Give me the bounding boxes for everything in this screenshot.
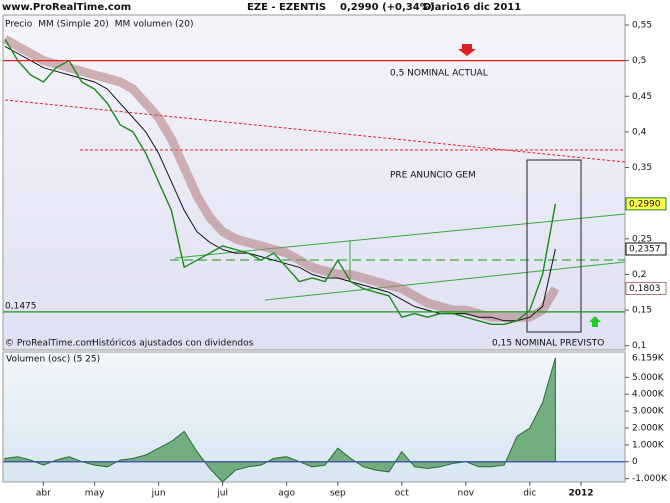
annotation: 0,5 NOMINAL ACTUAL (390, 69, 488, 79)
y-tick-label: 1.000K (632, 440, 665, 450)
series-line (4, 45, 556, 322)
x-tick-label: nov (458, 489, 475, 499)
y-tick-label: 0,4 (632, 127, 647, 137)
x-tick-label: jun (151, 489, 166, 499)
date: 16 dic 2011 (456, 2, 521, 13)
x-tick-label: jul (216, 489, 228, 499)
y-tick-label: 0 (632, 457, 638, 467)
last-value-label: 0,2357 (629, 245, 661, 255)
legend-entry: Precio (5, 20, 33, 30)
footer-note: Históricos ajustados con dividendos (92, 338, 254, 349)
y-tick-label: 2.000K (632, 423, 665, 433)
x-tick-label: dic (523, 489, 536, 499)
y-tick-label: 0,1 (632, 341, 646, 351)
x-tick-label: oct (395, 489, 409, 499)
volume-area (4, 357, 556, 483)
level-label: 0,1475 (5, 301, 37, 311)
annotation: 0,15 NOMINAL PREVISTO (492, 339, 604, 349)
y-tick-label: 3.000K (632, 407, 665, 417)
x-tick-label: ago (278, 489, 295, 499)
x-tick-label: may (85, 489, 105, 499)
legend-entry: MM (Simple 20) (38, 20, 108, 30)
y-tick-label: 0,25 (632, 234, 652, 244)
annotation: PRE ANUNCIO GEM (390, 171, 476, 181)
price-panel (2, 14, 626, 351)
y-tick-label: 0,55 (632, 20, 652, 30)
trend-line (4, 99, 625, 163)
y-tick-label: 5.000K (632, 373, 665, 383)
last-value-label: 0,2990 (629, 199, 661, 209)
arrow-down (458, 44, 476, 56)
site: www.ProRealTime.com (2, 2, 131, 13)
y-tick-label: 0,35 (632, 163, 652, 173)
y-tick-label: 0,45 (632, 92, 652, 102)
x-tick-label: sep (330, 489, 346, 499)
last-value-box (625, 242, 667, 256)
y-tick-label: 0,15 (632, 306, 652, 316)
channel-line (174, 213, 625, 259)
quote: 0,2990 (+0,34%) (340, 2, 434, 13)
y-tick-label: 4.000K (632, 390, 665, 400)
last-value-label: 6.159K (632, 353, 665, 363)
price-plot (3, 35, 560, 325)
y-tick-label: -1.000K (632, 474, 668, 484)
highlight-box (526, 159, 582, 333)
x-tick-label: 2012 (568, 489, 593, 499)
legend-entry: MM volumen (20) (115, 20, 194, 30)
symbol: EZE - EZENTIS (247, 2, 326, 13)
series-line (4, 38, 557, 325)
y-tick-label: 0,5 (632, 56, 646, 66)
channel-line (264, 261, 625, 301)
arrow-up (589, 316, 601, 327)
volume-title: Volumen (osc) (5 25) (6, 355, 100, 365)
last-value-box (625, 197, 667, 211)
last-value-label: 0,1803 (629, 284, 661, 294)
copyright: © ProRealTime.com (5, 339, 95, 349)
drawings (4, 99, 625, 333)
last-value-box (625, 281, 667, 295)
y-tick-label: 0,2 (632, 270, 646, 280)
x-tick-label: abr (36, 489, 51, 499)
period: Diario (423, 2, 457, 13)
series-line (3, 35, 560, 322)
